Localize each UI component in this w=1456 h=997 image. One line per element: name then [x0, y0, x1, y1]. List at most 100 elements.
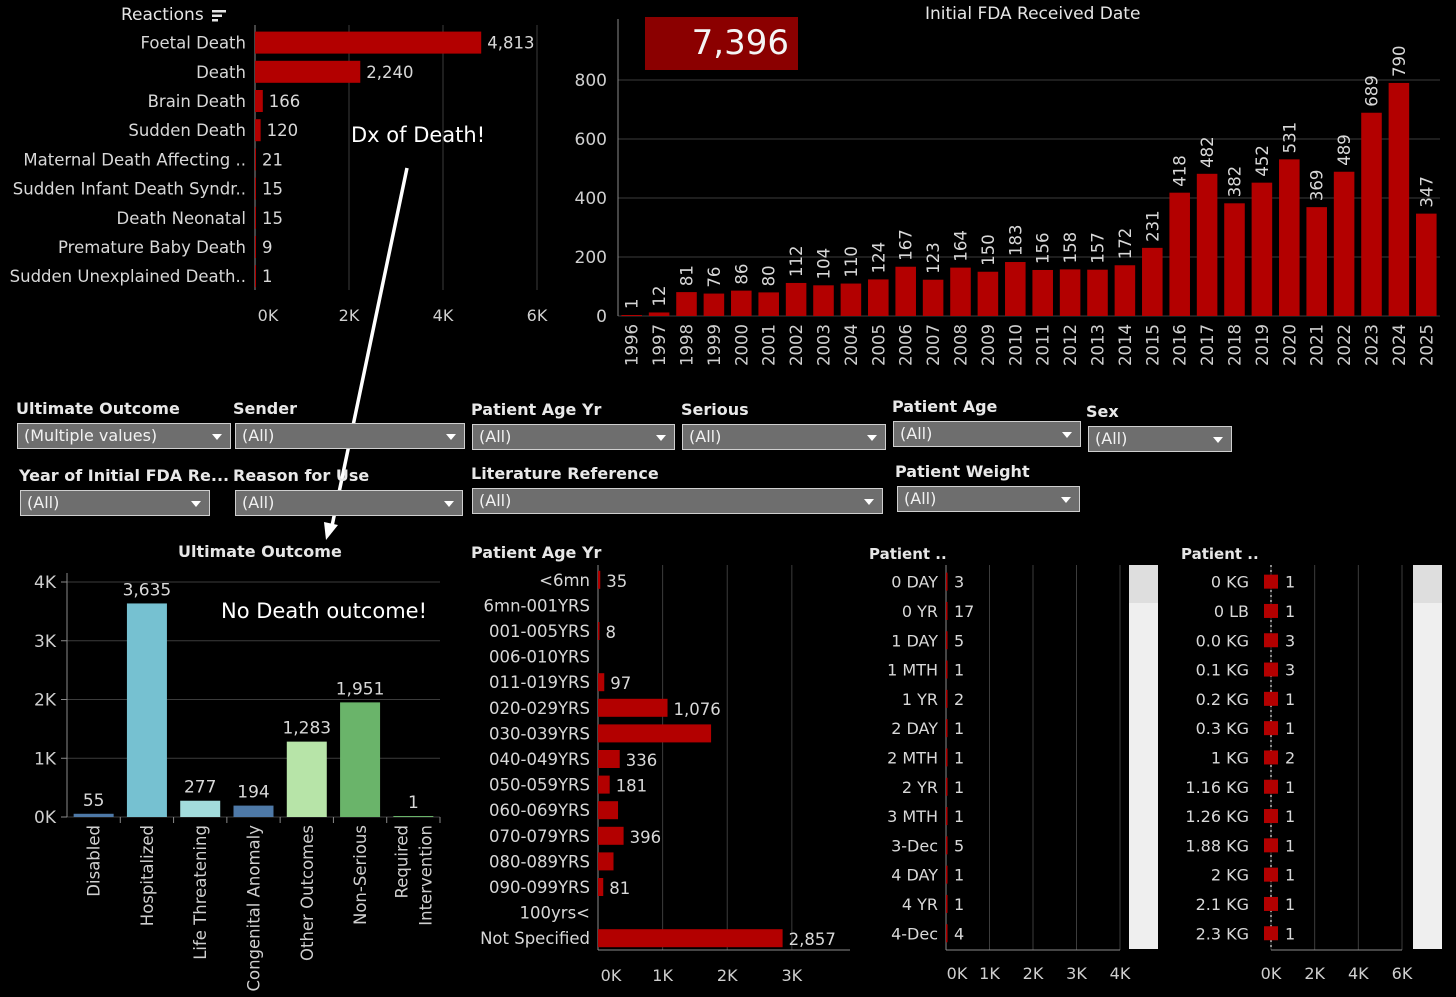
- reason-for-use-dropdown[interactable]: (All): [235, 490, 463, 516]
- fda-year-bar: [1032, 269, 1053, 316]
- reaction-label: Maternal Death Affecting ..: [23, 150, 246, 169]
- fda-chart-title: Initial FDA Received Date: [925, 4, 1141, 24]
- fda-year-bar: [1279, 159, 1300, 316]
- age-group-bar: [598, 929, 783, 948]
- patient-weight-value-label: 1: [1285, 602, 1295, 621]
- fda-year-value-label: 124: [869, 242, 888, 274]
- axis-tick-label: 200: [575, 248, 607, 268]
- age-group-bar: [598, 775, 610, 794]
- filter-label-year-initial-fda: Year of Initial FDA Re...: [19, 466, 230, 485]
- fda-year-tick-label: 2003: [815, 324, 834, 366]
- patient-age-scrollbar[interactable]: [1129, 565, 1158, 949]
- fda-year-tick-label: 2008: [952, 324, 971, 366]
- outcome-value-label: 277: [184, 778, 216, 798]
- reaction-bar: [255, 265, 256, 288]
- axis-tick-label: 0: [596, 307, 607, 327]
- fda-year-bar: [703, 293, 725, 316]
- outcome-bar: [126, 603, 167, 817]
- age-group-bar: [598, 852, 614, 871]
- outcome-value-label: 1,951: [336, 679, 385, 699]
- patient-weight-value-label: 1: [1285, 836, 1295, 855]
- axis-tick-label: 2K: [34, 691, 57, 711]
- age-group-label: 001-005YRS: [489, 622, 590, 641]
- patient-weight-value-label: 3: [1285, 631, 1295, 650]
- patient-weight-value-label: 3: [1285, 661, 1295, 680]
- sender-value: (All): [242, 426, 275, 445]
- fda-year-value-label: 369: [1308, 170, 1327, 202]
- axis-tick-label: 2K: [1023, 964, 1044, 983]
- axis-tick-label: 3K: [1066, 964, 1087, 983]
- outcome-category-label: Required: [392, 825, 411, 898]
- patient-age-bar: [946, 631, 948, 650]
- fda-year-value-label: 157: [1089, 232, 1108, 264]
- sex-dropdown[interactable]: (All): [1088, 426, 1232, 452]
- reaction-value-label: 15: [262, 209, 283, 228]
- fda-year-tick-label: 1997: [650, 324, 669, 366]
- fda-year-bar: [1224, 203, 1245, 316]
- serious-value: (All): [689, 427, 722, 446]
- axis-tick-label: 4K: [1348, 964, 1369, 983]
- reaction-bar: [255, 60, 361, 83]
- patient-age-label: 1 DAY: [891, 631, 938, 650]
- axis-tick-label: 4K: [34, 573, 57, 593]
- patient-weight-label: 0 KG: [1211, 573, 1249, 592]
- fda-year-value-label: 158: [1061, 232, 1080, 264]
- patient-age-label: 1 MTH: [887, 661, 938, 680]
- axis-tick-label: 3K: [34, 632, 57, 652]
- sender-dropdown[interactable]: (All): [235, 423, 465, 449]
- patient-age-bar: [946, 924, 948, 943]
- outcome-value-label: 55: [83, 791, 105, 811]
- age-group-value-label: 97: [610, 674, 631, 693]
- patient-weight-chart: 0K 2K 4K 6K 0 KG 1 0 LB 1 0.0 KG 3 0.1 KG 3 0.2 KG 1 0…: [1185, 565, 1413, 983]
- filter-label-serious: Serious: [681, 400, 749, 419]
- age-group-label: 060-069YRS: [489, 801, 590, 820]
- scrollbar-thumb[interactable]: [1413, 565, 1442, 603]
- patient-weight-mark: [1264, 691, 1278, 706]
- reaction-value-label: 2,240: [366, 63, 413, 82]
- axis-tick-label: 0K: [258, 306, 279, 325]
- patient-age-yr-dropdown[interactable]: (All): [472, 424, 675, 450]
- fda-year-bar: [758, 292, 779, 316]
- fda-year-bar: [950, 267, 971, 316]
- literature-reference-dropdown[interactable]: (All): [472, 488, 883, 514]
- fda-year-value-label: 164: [952, 230, 971, 262]
- patient-weight-label: 0.0 KG: [1196, 631, 1249, 650]
- fda-year-tick-label: 2011: [1034, 324, 1053, 366]
- fda-year-bar: [868, 279, 889, 316]
- patient-weight-value-label: 1: [1285, 895, 1295, 914]
- outcome-category-label: Disabled: [85, 825, 104, 897]
- fda-year-bar: [1196, 173, 1218, 316]
- ultimate-outcome-title: Ultimate Outcome: [178, 542, 342, 561]
- serious-dropdown[interactable]: (All): [682, 424, 886, 450]
- year-initial-fda-dropdown[interactable]: (All): [20, 490, 210, 516]
- fda-year-bar: [1087, 269, 1108, 316]
- age-group-bar: [598, 878, 604, 896]
- fda-year-bar: [1306, 207, 1327, 316]
- patient-weight-label: 1.88 KG: [1185, 836, 1249, 855]
- fda-year-tick-label: 2004: [842, 324, 861, 366]
- ultimate-outcome-dropdown[interactable]: (Multiple values): [17, 423, 231, 449]
- fda-year-bar: [1142, 247, 1163, 316]
- fda-year-bar: [621, 315, 642, 316]
- age-group-value-label: 81: [609, 879, 630, 898]
- patient-age-bar: [946, 836, 948, 855]
- filter-label-patient-weight: Patient Weight: [895, 462, 1030, 481]
- patient-age-dropdown[interactable]: (All): [893, 421, 1081, 447]
- patient-age-bar: [946, 777, 948, 796]
- patient-weight-label: 2 KG: [1211, 866, 1249, 885]
- fda-year-value-label: 489: [1335, 134, 1354, 166]
- patient-weight-mark: [1264, 574, 1278, 589]
- sex-value: (All): [1095, 429, 1128, 448]
- fda-year-tick-label: 2019: [1253, 324, 1272, 366]
- scrollbar-thumb[interactable]: [1129, 565, 1158, 603]
- patient-age-value-label: 3: [954, 573, 964, 592]
- sort-icon[interactable]: [212, 8, 227, 22]
- outcome-bar: [180, 800, 221, 817]
- outcome-category-label: Intervention: [416, 825, 435, 926]
- patient-weight-dropdown[interactable]: (All): [897, 486, 1080, 512]
- fda-year-bar: [676, 292, 697, 316]
- patient-weight-scrollbar[interactable]: [1413, 565, 1442, 949]
- fda-year-value-label: 150: [979, 234, 998, 266]
- reaction-value-label: 21: [262, 150, 283, 169]
- reactions-title: Reactions: [121, 5, 227, 25]
